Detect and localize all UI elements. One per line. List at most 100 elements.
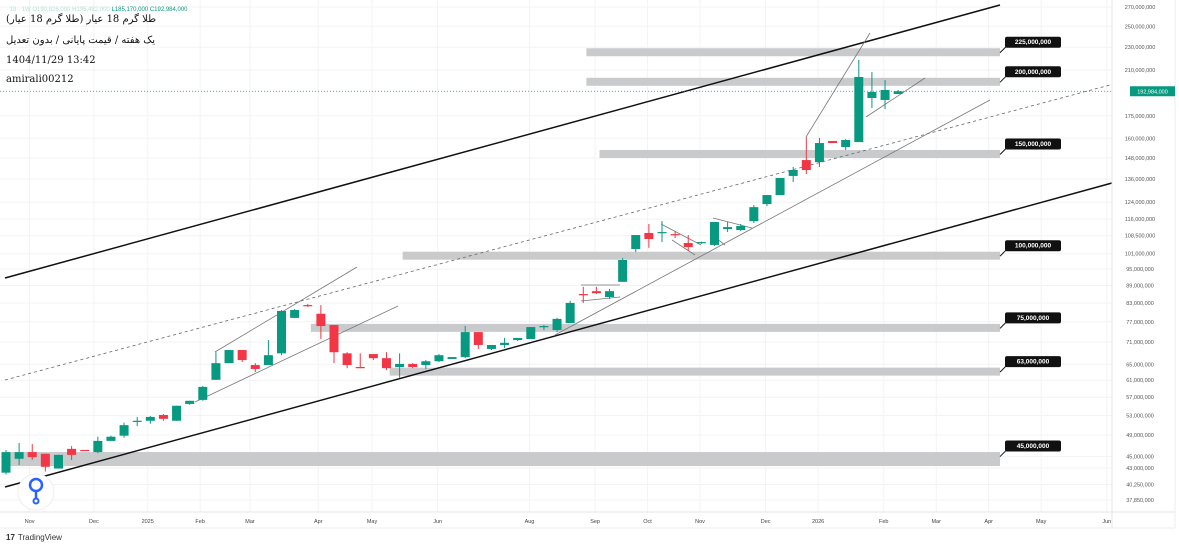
- wedge-line[interactable]: [580, 296, 621, 302]
- wedge-line[interactable]: [660, 223, 702, 246]
- time-tick-label: Sep: [590, 519, 600, 525]
- price-tick-label: 210,000,000: [1125, 68, 1156, 74]
- level-label: 63,000,000: [1017, 359, 1050, 366]
- app-logo-icon[interactable]: [17, 473, 55, 511]
- trend-line[interactable]: [805, 32, 871, 138]
- candle-down: [303, 305, 313, 307]
- candle-up: [657, 232, 667, 234]
- price-tick-label: 101,000,000: [1125, 252, 1156, 258]
- current-price-label: 192,984,000: [1137, 89, 1168, 95]
- time-tick-label: Oct: [643, 519, 652, 525]
- price-tick-label: 116,000,000: [1125, 217, 1155, 223]
- candle-up: [605, 291, 615, 297]
- price-tick-label: 43,000,000: [1126, 466, 1154, 472]
- candle-up: [762, 195, 772, 205]
- candle-down: [27, 452, 37, 458]
- price-tick-label: 95,000,000: [1126, 267, 1154, 273]
- level-label-box: [1005, 138, 1061, 150]
- trend-lines: [4, 4, 1113, 488]
- candle-up: [106, 436, 116, 441]
- wedge-line[interactable]: [712, 217, 753, 229]
- candle-up: [290, 310, 300, 318]
- time-tick-label: Nov: [25, 519, 35, 525]
- trend-line[interactable]: [214, 266, 358, 353]
- level-label: 75,000,000: [1017, 315, 1050, 322]
- level-zone: [310, 323, 1000, 332]
- level-label-box: [1005, 312, 1061, 324]
- candle-up: [552, 318, 562, 331]
- candle-up: [814, 143, 824, 163]
- candle-up: [854, 76, 864, 143]
- level-label-box: [1005, 356, 1061, 368]
- high-value: H195,482,000: [72, 7, 110, 13]
- time-tick-label: 2026: [812, 519, 824, 525]
- tradingview-logo-icon: 17: [6, 533, 15, 542]
- open-value: O190,826,000: [32, 7, 71, 13]
- candle-down: [473, 332, 483, 345]
- candle-up: [500, 342, 510, 345]
- candle-up: [788, 170, 798, 176]
- level-label-box: [1005, 36, 1061, 48]
- price-tick-label: 270,000,000: [1125, 5, 1156, 11]
- candle-up: [460, 332, 470, 358]
- candle-up: [1, 452, 11, 473]
- price-tick-label: 53,000,000: [1126, 413, 1154, 419]
- candle-up: [211, 363, 221, 380]
- lower-channel-line[interactable]: [4, 182, 1113, 488]
- candle-down: [381, 358, 391, 369]
- candle-down: [342, 353, 352, 366]
- candle-up: [749, 207, 759, 222]
- price-tick-label: 40,250,000: [1126, 483, 1154, 489]
- close-value: C192,984,000: [149, 7, 188, 13]
- trend-line[interactable]: [554, 99, 991, 336]
- candle-up: [880, 89, 890, 100]
- time-tick-label: Jun: [433, 519, 442, 525]
- trend-line[interactable]: [865, 77, 926, 118]
- candle-down: [80, 449, 90, 452]
- tradingview-branding[interactable]: 17 TradingView: [6, 533, 62, 542]
- price-tick-label: 57,000,000: [1126, 395, 1154, 401]
- candle-up: [841, 140, 851, 148]
- time-tick-label: Nov: [695, 519, 705, 525]
- time-tick-label: Jun: [1102, 519, 1111, 525]
- time-tick-label: Mar: [245, 519, 255, 525]
- price-tick-label: 250,000,000: [1125, 24, 1156, 30]
- wedge-line[interactable]: [671, 239, 696, 256]
- candle-down: [329, 325, 339, 353]
- level-zone: [389, 367, 1001, 376]
- candle-up: [775, 177, 785, 196]
- price-tick-label: 89,000,000: [1126, 283, 1154, 289]
- candle-down: [368, 354, 378, 359]
- candle-down: [578, 294, 588, 296]
- candle-up: [198, 386, 208, 400]
- level-zone: [586, 48, 1000, 57]
- candle-up: [263, 355, 273, 366]
- dashed-mid-line[interactable]: [4, 84, 1111, 381]
- author: amirali00212: [6, 74, 74, 85]
- level-label-box: [1005, 240, 1061, 252]
- price-axis[interactable]: 270,000,000 250,000,000 230,000,000 210,000…: [1111, 0, 1176, 528]
- candle-up: [277, 310, 287, 354]
- level-zone: [586, 77, 1000, 86]
- time-axis[interactable]: Nov Dec 2025 Feb Mar Apr May Jun Aug Sep Oct Nov Dec…: [0, 511, 1175, 529]
- candle-up: [185, 400, 195, 404]
- candle-up: [736, 225, 746, 231]
- time-tick-label: Feb: [195, 519, 204, 525]
- candle-down: [644, 232, 654, 239]
- price-tick-label: 61,000,000: [1126, 378, 1154, 384]
- trend-line[interactable]: [194, 305, 399, 403]
- level-zones: [5, 48, 1001, 467]
- candle-up: [513, 337, 523, 341]
- price-tick-label: 124,000,000: [1125, 200, 1156, 206]
- price-tick-label: 45,000,000: [1126, 455, 1154, 461]
- upper-channel-line[interactable]: [4, 4, 1001, 279]
- time-tick-label: 2025: [142, 519, 154, 525]
- candle-down: [250, 365, 260, 369]
- price-tick-label: 160,000,000: [1125, 136, 1156, 142]
- candle-up: [132, 420, 142, 422]
- ohlc-prefix: · 18 · 1W: [6, 7, 31, 13]
- candle-up: [867, 92, 877, 98]
- candle-down: [683, 243, 693, 248]
- candle-down: [591, 291, 601, 294]
